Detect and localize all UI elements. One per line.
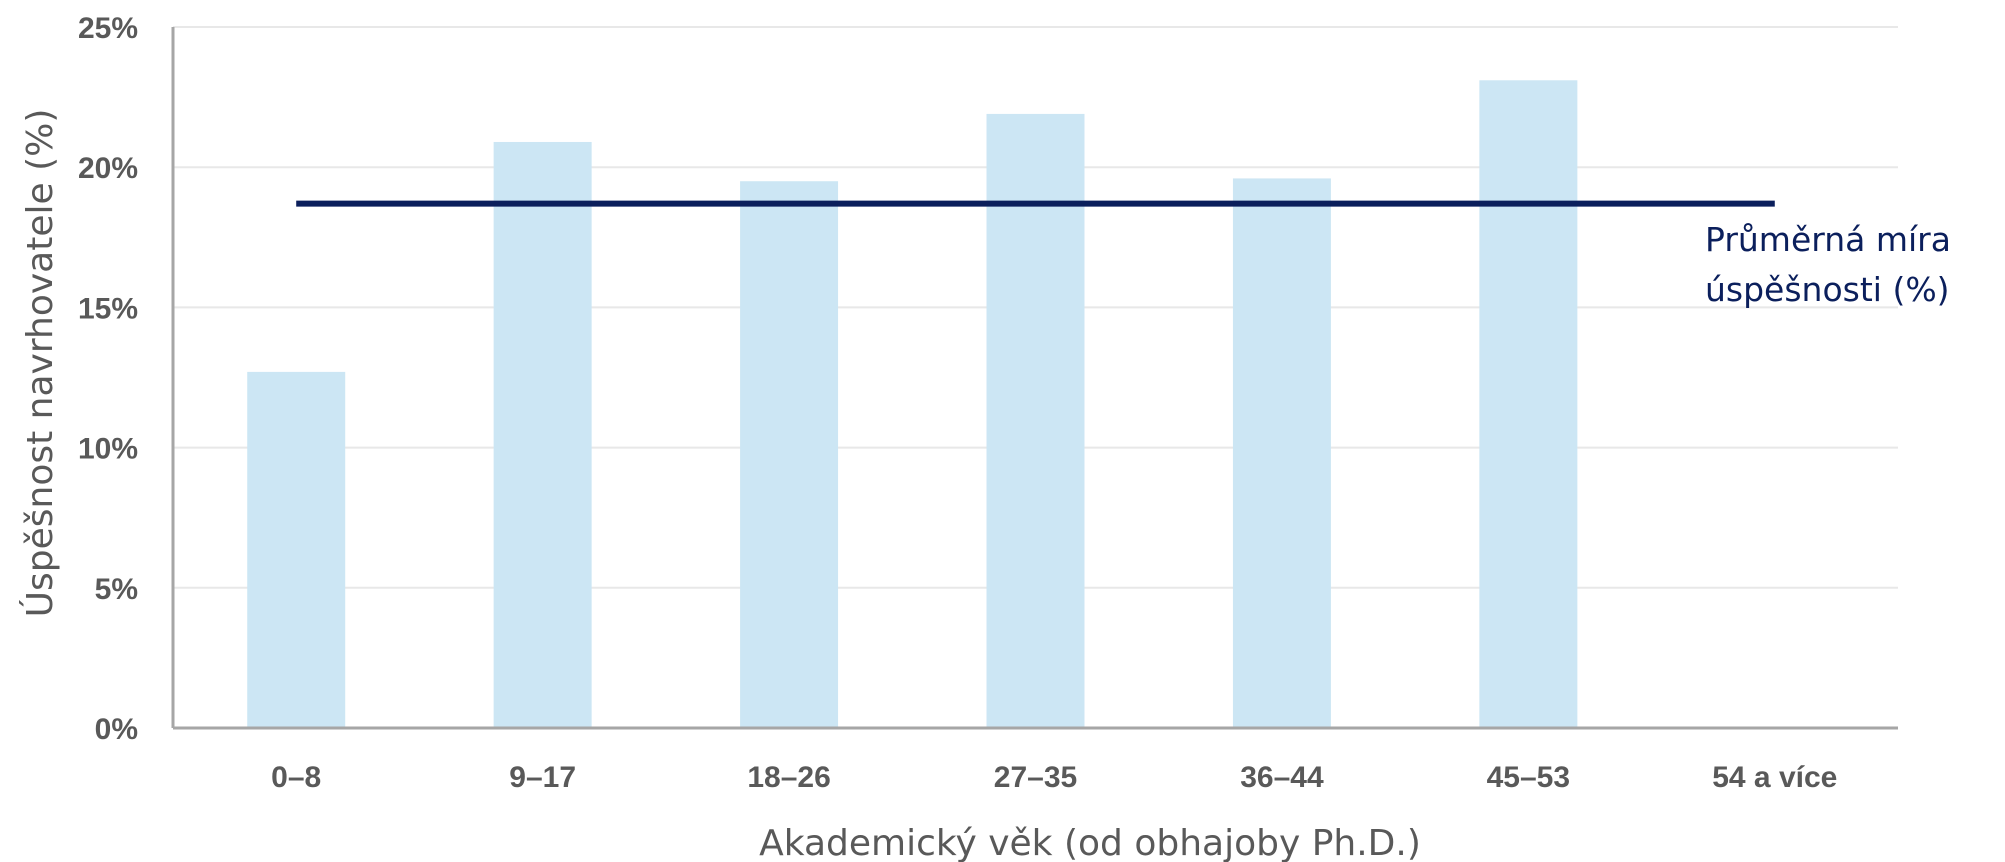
y-tick-label: 10%: [78, 433, 138, 466]
y-tick-label: 0%: [95, 713, 138, 746]
bar: [1479, 80, 1578, 728]
bar: [740, 181, 839, 729]
bar: [493, 141, 592, 729]
bars: [247, 80, 1578, 729]
y-tick-label: 20%: [78, 152, 138, 185]
x-tick-label: 36–44: [1240, 761, 1324, 794]
x-tick-labels: 0–8 9–17 18–26 27–35 36–44 45–53 54 a více: [271, 761, 1837, 794]
y-axis-title: Úspěšnost navrhovatele (%): [19, 109, 61, 618]
average-label-line2: úspěšnosti (%): [1705, 270, 1950, 309]
x-tick-label: 18–26: [747, 761, 830, 794]
x-axis-title: Akademický věk (od obhajoby Ph.D.): [759, 823, 1421, 862]
average-label-line1: Průměrná míra: [1705, 220, 1951, 259]
y-tick-label: 15%: [78, 292, 138, 325]
y-tick-label: 25%: [78, 12, 138, 45]
x-tick-label: 9–17: [509, 761, 576, 794]
y-tick-label: 5%: [95, 573, 138, 606]
bar: [1232, 178, 1331, 728]
axes: [171, 27, 1898, 730]
bar: [247, 371, 346, 728]
bar: [986, 113, 1085, 728]
x-tick-label: 54 a více: [1712, 761, 1837, 794]
y-tick-labels: 0% 5% 10% 15% 20% 25%: [78, 12, 138, 746]
x-tick-label: 45–53: [1487, 761, 1570, 794]
x-tick-label: 0–8: [271, 761, 321, 794]
x-tick-label: 27–35: [994, 761, 1077, 794]
